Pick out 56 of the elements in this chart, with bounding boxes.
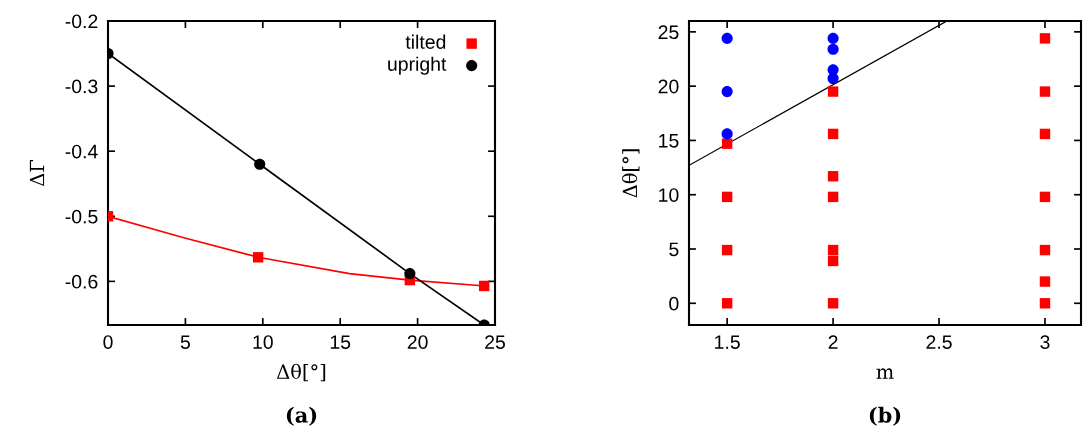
x-tick-label: 3: [1040, 335, 1050, 349]
x-tick-label: 5: [180, 335, 190, 349]
point: [1039, 276, 1051, 287]
point: [721, 86, 733, 98]
y-tick-label: -0.5: [65, 209, 98, 224]
y-tick-label: 10: [659, 188, 679, 202]
point: [1039, 298, 1051, 309]
point: [827, 32, 839, 44]
point: [827, 255, 839, 267]
y-axis-title: ΔΓ: [29, 160, 45, 187]
point: [1039, 244, 1051, 256]
y-tick-label: -0.4: [65, 144, 98, 159]
point: [827, 43, 839, 55]
y-tick-label: -0.6: [65, 274, 98, 289]
x-tick-label: 1.5: [715, 335, 740, 349]
x-tick-label: 25: [485, 335, 505, 349]
point: [1039, 191, 1051, 203]
text: (a): [286, 406, 317, 426]
x-tick-label: 20: [407, 335, 428, 349]
point: [827, 298, 839, 309]
legend-label: tilted: [405, 34, 446, 49]
point: [721, 298, 733, 309]
x-tick-label: 2.5: [926, 335, 952, 349]
point: [827, 244, 839, 256]
point: [721, 244, 733, 256]
point: [252, 252, 264, 263]
y-tick-label: 20: [658, 79, 679, 94]
point: [721, 138, 733, 149]
x-tick-label: 10: [253, 335, 273, 349]
x-axis-title: Δθ[°]: [276, 363, 326, 382]
point: [254, 158, 266, 170]
x-tick-label: 15: [330, 335, 351, 349]
legend-label: upright: [388, 56, 447, 75]
y-tick-label: -0.2: [65, 14, 98, 29]
text: (b): [869, 406, 901, 426]
y-tick-label: 0: [669, 296, 679, 311]
y-tick-label: -0.3: [65, 79, 98, 94]
point: [721, 191, 733, 203]
point: [827, 128, 839, 140]
y-tick-label: 25: [658, 25, 679, 40]
point: [721, 32, 733, 44]
point: [1039, 33, 1051, 44]
x-tick-label: 0: [103, 335, 113, 349]
point: [478, 280, 490, 292]
point: [1039, 86, 1051, 97]
point: [827, 191, 839, 203]
x-tick-label: 2: [828, 335, 838, 349]
point: [721, 128, 733, 140]
point: [1039, 128, 1051, 140]
y-axis-title: Δθ[°]: [621, 149, 640, 198]
y-tick-label: 15: [659, 134, 679, 148]
point: [404, 268, 416, 280]
point: [827, 86, 839, 97]
x-axis-title: m: [876, 368, 894, 379]
y-tick-label: 5: [669, 242, 679, 257]
point: [827, 171, 839, 182]
